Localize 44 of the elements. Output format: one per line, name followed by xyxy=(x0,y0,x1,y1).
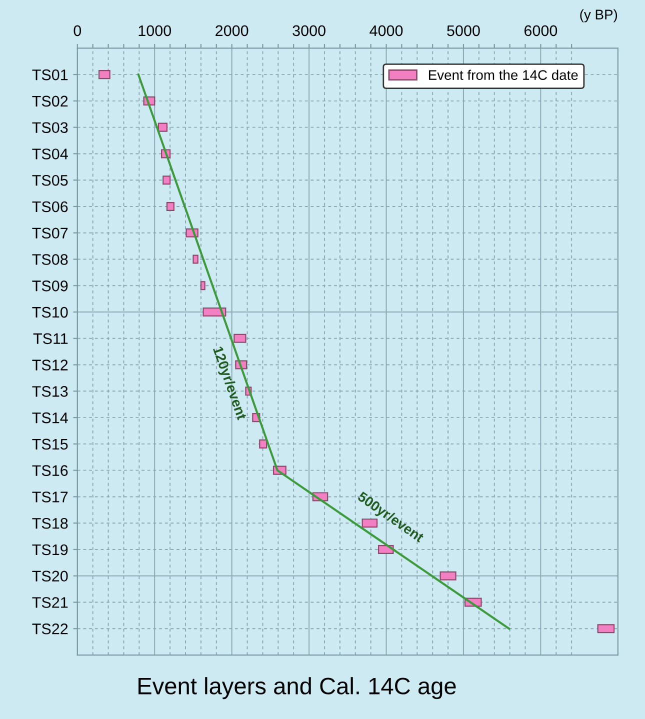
y-tick-label: TS02 xyxy=(32,96,68,107)
y-tick-label: TS21 xyxy=(32,597,68,608)
y-tick-label: TS08 xyxy=(32,254,68,265)
y-tick-label: TS12 xyxy=(32,360,68,370)
y-tick-label: TS06 xyxy=(32,201,68,212)
legend-label: Event from the 14C date xyxy=(428,70,578,80)
y-tick-label: TS22 xyxy=(32,623,68,634)
y-tick-label: TS11 xyxy=(33,333,68,344)
x-tick-label: 6000 xyxy=(524,25,558,36)
y-tick-label: TS10 xyxy=(32,306,68,318)
y-tick-label: TS16 xyxy=(32,465,68,476)
bar xyxy=(200,281,206,290)
y-tick-label: TS01 xyxy=(32,69,68,80)
x-tick-label: 5000 xyxy=(447,25,480,36)
bar xyxy=(166,202,174,211)
bar xyxy=(234,334,246,343)
text: Event layers and Cal. 14C age xyxy=(138,677,456,700)
x-axis-title: (y BP) xyxy=(580,9,618,22)
bar xyxy=(440,571,456,580)
y-tick-label: TS19 xyxy=(32,544,68,556)
y-tick-label: TS03 xyxy=(32,122,68,134)
y-tick-label: TS05 xyxy=(32,174,68,186)
y-tick-label: TS04 xyxy=(32,148,68,160)
y-tick-label: TS14 xyxy=(32,412,68,424)
y-tick-label: TS07 xyxy=(32,228,68,239)
x-tick-label: 4000 xyxy=(370,25,403,36)
x-tick-label: 1000 xyxy=(138,25,172,36)
y-tick-label: TS20 xyxy=(32,570,68,582)
bar xyxy=(259,439,268,448)
bar xyxy=(597,624,615,634)
x-tick-label: 3000 xyxy=(292,25,326,36)
y-tick-label: TS09 xyxy=(32,280,68,292)
bar xyxy=(162,176,171,185)
bar xyxy=(158,122,168,132)
bar xyxy=(202,308,226,317)
y-tick-label: TS17 xyxy=(32,492,68,502)
y-tick-label: TS15 xyxy=(32,438,68,450)
y-tick-label: TS13 xyxy=(32,386,68,397)
bar xyxy=(98,70,110,80)
x-tick-label: 2000 xyxy=(216,25,248,36)
y-tick-label: TS18 xyxy=(32,518,68,529)
bar xyxy=(362,518,378,528)
bar xyxy=(192,254,198,264)
x-tick-label: 0 xyxy=(74,25,82,36)
